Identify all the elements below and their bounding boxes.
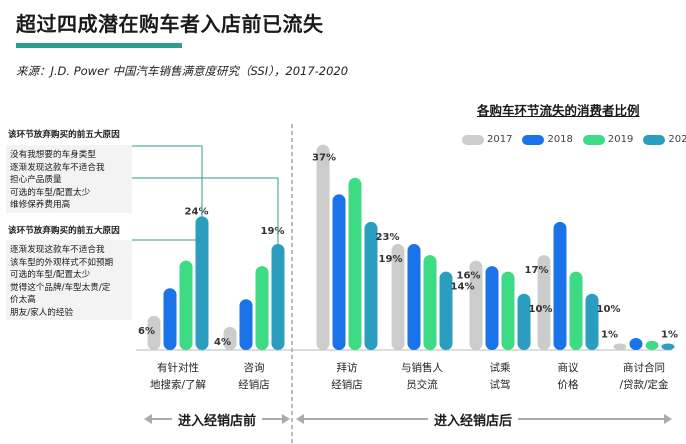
bar-2017-cat6 <box>537 255 551 350</box>
reason-bottom-2: 该车型的外观样式不如预期 <box>10 257 114 268</box>
legend-label-2019: 2019 <box>607 134 634 145</box>
legend-swatch-2018 <box>522 134 545 145</box>
bar-2018-cat6 <box>553 221 567 350</box>
bar-2020-cat5 <box>517 293 531 350</box>
legend-item-2017: 2017 <box>462 134 512 145</box>
data-label-cat6-2017: 17% <box>525 265 549 276</box>
data-label-cat6-2020: 10% <box>597 304 621 315</box>
data-label-cat3-2017: 37% <box>312 153 336 164</box>
bar-2020-cat6 <box>585 293 599 350</box>
reasons-bottom-box: 逐渐发现这款车不适合我 该车型的外观样式不如预期 可选的车型/配置太少 觉得这个… <box>6 240 132 320</box>
phase-after-label: 进入经销店后 <box>428 410 519 429</box>
phase-before-arrow-right-head <box>282 414 290 424</box>
category-label-7-1: 商讨合同 <box>623 361 665 374</box>
reason-top-4: 可选的车型/配置太少 <box>10 187 91 198</box>
reasons-top-box: 没有我想要的车身类型 逐渐发现这款车不适合我 担心产品质量 可选的车型/配置太少… <box>6 145 132 213</box>
reasons-top-heading: 该环节放弃购买的前五大原因 <box>8 130 120 140</box>
bar-2018-cat4 <box>407 244 421 350</box>
bar-2018-cat1 <box>163 288 177 350</box>
legend-item-2020: 2020 <box>643 134 686 145</box>
reason-top-2: 逐渐发现这款车不适合我 <box>10 162 105 173</box>
legend-item-2018: 2018 <box>522 134 573 145</box>
category-label-1-2: 地搜索/了解 <box>150 378 207 391</box>
reason-top-1: 没有我想要的车身类型 <box>10 150 96 160</box>
phase-before-arrow-left-head <box>144 414 152 424</box>
legend-label-2017: 2017 <box>487 134 513 145</box>
chart-legend: 2017 2018 2019 2020 <box>462 134 686 145</box>
data-label-cat5-2020: 10% <box>529 304 553 315</box>
legend-swatch-2017 <box>462 134 484 145</box>
data-label-cat4-2017: 19% <box>379 254 403 265</box>
category-label-5-1: 试乘 <box>490 362 511 374</box>
data-label-cat4-2020: 14% <box>451 282 475 293</box>
phase-after-arrow-left-head <box>296 414 304 424</box>
reason-top-3: 担心产品质量 <box>10 175 62 185</box>
data-label-cat7-2017: 1% <box>601 329 618 340</box>
legend-swatch-2019 <box>582 134 605 145</box>
bar-2018-cat3 <box>332 194 346 350</box>
bar-2017-cat7 <box>613 343 627 350</box>
bar-2020-cat2 <box>271 244 285 350</box>
phase-after-arrow-right-head <box>664 414 672 424</box>
category-label-3-2: 经销店 <box>331 378 363 391</box>
reason-bottom-1: 逐渐发现这款车不适合我 <box>10 245 105 255</box>
bar-2020-cat1 <box>195 216 209 350</box>
bar-2017-cat1 <box>147 315 161 350</box>
data-label-cat5-2017: 16% <box>457 271 481 282</box>
reason-bottom-3: 可选的车型/配置太少 <box>10 270 91 280</box>
category-label-4-2: 员交流 <box>406 378 438 391</box>
data-label-cat7-2020: 1% <box>661 329 678 340</box>
legend-item-2019: 2019 <box>582 134 634 145</box>
category-label-4-1: 与销售人 <box>401 361 443 374</box>
source-note: 来源：J.D. Power 中国汽车销售满意度研究（SSI），2017-2020 <box>16 64 349 78</box>
reason-bottom-5: 价太高 <box>10 295 36 305</box>
page-title: 超过四成潜在购车者入店前已流失 <box>16 12 324 36</box>
data-label-cat2-2020: 19% <box>261 226 285 237</box>
bar-2017-cat4 <box>391 244 405 350</box>
reason-bottom-6: 朋友/家人的经验 <box>10 307 74 318</box>
reason-top-5: 维修保养费用高 <box>10 200 71 210</box>
category-label-6-1: 商议 <box>558 361 579 374</box>
title-underline <box>16 43 182 48</box>
data-label-cat1-2017: 6% <box>138 326 155 337</box>
connector-line-mid <box>132 177 279 247</box>
category-label-7-2: /贷款/定金 <box>619 378 669 391</box>
bar-2019-cat1 <box>179 260 193 350</box>
bar-2019-cat5 <box>501 271 515 350</box>
category-label-6-2: 价格 <box>558 378 579 391</box>
bar-2017-cat3 <box>316 144 330 350</box>
bar-2019-cat4 <box>423 255 437 350</box>
category-label-2-1: 咨询 <box>244 361 265 374</box>
legend-label-2018: 2018 <box>547 134 573 145</box>
bar-2020-cat4 <box>439 271 453 350</box>
bar-2018-cat5 <box>485 266 499 350</box>
category-label-3-1: 拜访 <box>337 362 358 374</box>
bar-2020-cat7 <box>661 343 675 350</box>
bar-2019-cat6 <box>569 271 583 350</box>
bar-2018-cat2 <box>239 299 253 350</box>
data-label-cat3-2020: 23% <box>376 232 400 243</box>
bar-2017-cat2 <box>223 326 237 350</box>
phase-before-label: 进入经销店前 <box>172 410 263 429</box>
data-label-cat1-2020: 24% <box>185 206 209 217</box>
bar-2019-cat2 <box>255 266 269 350</box>
bar-2020-cat3 <box>364 221 378 350</box>
legend-label-2020: 2020 <box>668 134 686 145</box>
bar-2018-cat7 <box>629 337 643 350</box>
connector-line-top <box>132 145 203 219</box>
category-label-5-2: 试驾 <box>490 379 511 391</box>
chart-subtitle: 各购车环节流失的消费者比例 <box>477 103 640 118</box>
data-label-cat2-2017: 4% <box>214 337 231 348</box>
legend-swatch-2020 <box>643 134 666 145</box>
category-label-2-2: 经销店 <box>238 378 270 391</box>
reasons-bottom-heading: 该环节放弃购买的前五大原因 <box>8 226 120 236</box>
reason-bottom-4: 觉得这个品牌/车型太贵/定 <box>10 282 111 293</box>
bar-2019-cat3 <box>348 177 362 350</box>
bar-2017-cat5 <box>469 260 483 350</box>
bar-2019-cat7 <box>645 340 659 350</box>
category-label-1-1: 有针对性 <box>157 361 199 374</box>
